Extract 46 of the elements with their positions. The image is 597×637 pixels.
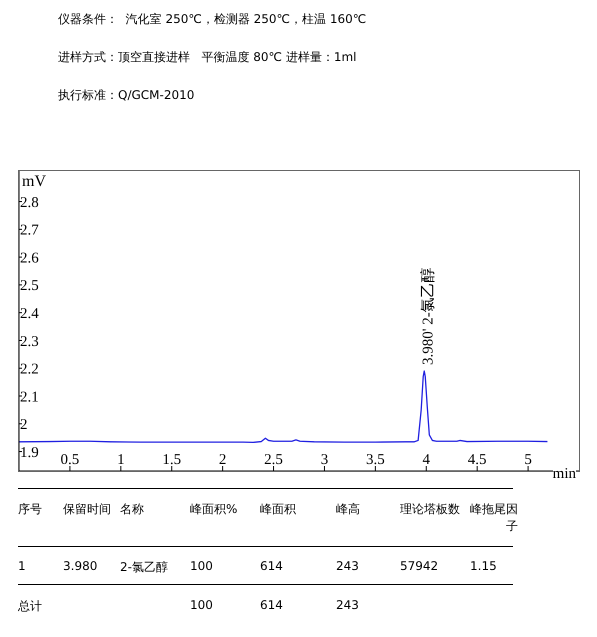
y-tick-label: 2.3	[20, 334, 39, 350]
y-tick-label: 2.5	[20, 278, 39, 294]
text: 峰面积	[260, 501, 296, 518]
text: 峰高	[336, 501, 360, 518]
text: 峰面积%	[190, 501, 238, 518]
text: 100	[190, 559, 213, 573]
text: 保留时间	[63, 501, 111, 518]
text: 3.980	[63, 559, 98, 573]
x-tick-label: 2	[218, 452, 226, 468]
text: 614	[260, 559, 283, 573]
y-tick-label: 2.1	[20, 389, 39, 406]
x-axis-title: min	[552, 466, 576, 483]
x-tick-label: 4.5	[468, 452, 487, 468]
text: 名称	[120, 501, 144, 518]
x-tick-label: 1.5	[162, 452, 182, 468]
annotation: 3.980' 2-氯乙醇	[420, 267, 437, 365]
y-tick-label: 2	[20, 417, 28, 434]
text: 57942	[400, 559, 438, 573]
x-tick-label: 1	[117, 452, 125, 468]
text: 2-氯乙醇	[120, 559, 168, 576]
x-tick-label: 5	[524, 452, 532, 468]
text: 243	[336, 598, 359, 612]
text: 614	[260, 598, 283, 612]
x-tick-label: 2.5	[264, 452, 283, 468]
text: 1.15	[470, 559, 497, 573]
text: 执行标准：Q/GCM-2010	[58, 87, 194, 104]
y-tick-label: 2.6	[20, 250, 40, 266]
x-tick-label: 4	[422, 452, 431, 468]
x-tick-label: 3	[320, 452, 328, 468]
text: 总计	[18, 598, 42, 615]
text: 峰拖尾因子	[470, 501, 518, 535]
y-tick-label: 2.8	[20, 194, 39, 211]
text: 100	[190, 598, 213, 612]
text: 仪器条件： 汽化室 250℃，检测器 250℃，柱温 160℃	[58, 11, 366, 28]
y-axis-title: mV	[22, 173, 46, 191]
y-tick-label: 2.2	[20, 362, 39, 378]
x-tick-label: 0.5	[60, 452, 80, 468]
text: 1	[18, 559, 26, 573]
text: 序号	[18, 501, 42, 518]
text: 进样方式：顶空直接进样 平衡温度 80℃ 进样量：1ml	[58, 49, 356, 66]
y-tick-label: 2.4	[20, 306, 40, 322]
y-tick-label: 2.7	[20, 222, 40, 239]
x-tick-label: 3.5	[366, 452, 385, 468]
y-tick-label: 1.9	[20, 444, 39, 461]
text: 理论塔板数	[400, 501, 460, 518]
text: 243	[336, 559, 359, 573]
